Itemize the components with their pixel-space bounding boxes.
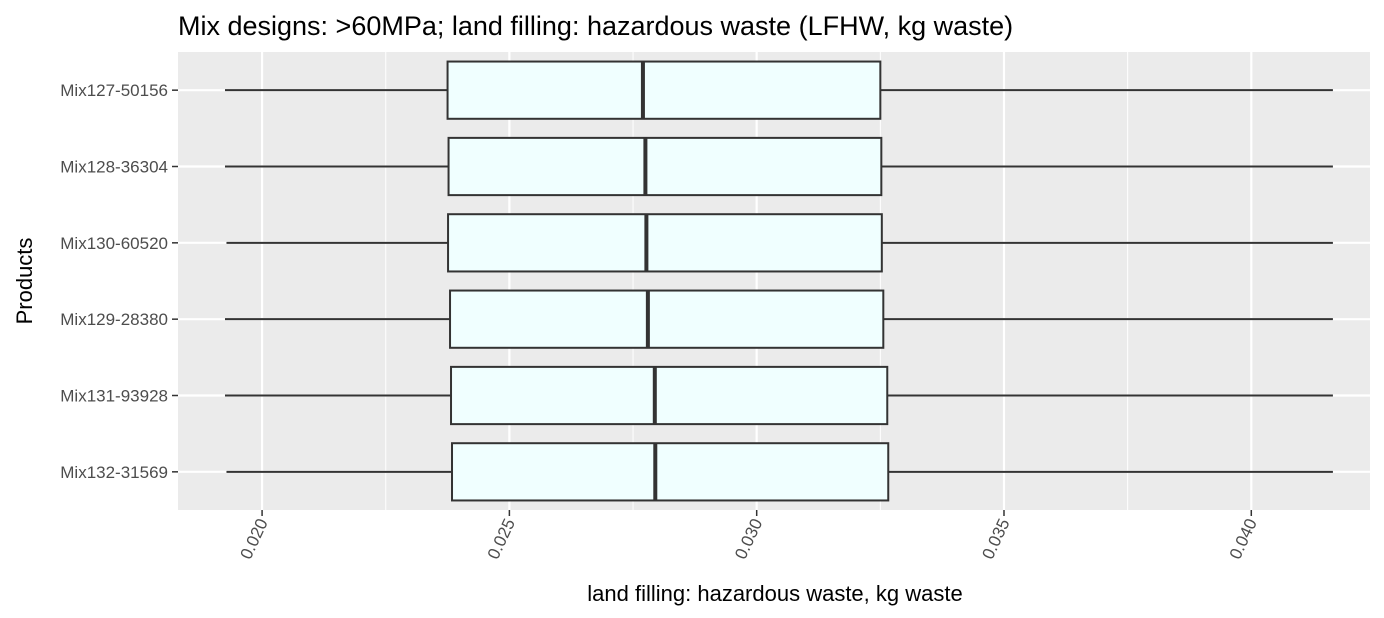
box-series <box>224 60 1333 502</box>
plot-panel <box>178 52 1370 510</box>
y-tick-label: Mix131-93928 <box>60 387 168 406</box>
y-tick-label: Mix132-31569 <box>60 463 168 482</box>
chart-title: Mix designs: >60MPa; land filling: hazar… <box>178 11 1013 41</box>
x-tick-label: 0.025 <box>484 516 519 563</box>
box-Mix129-28380 <box>224 289 1333 349</box>
y-tick-label: Mix130-60520 <box>60 234 168 253</box>
box-Mix130-60520 <box>226 213 1333 273</box>
iqr-box <box>450 365 889 426</box>
x-tick-label: 0.020 <box>237 516 272 563</box>
y-tick-label: Mix128-36304 <box>60 158 168 177</box>
y-tick-label: Mix129-28380 <box>60 310 168 329</box>
iqr-box <box>451 442 890 502</box>
y-axis-title: Products <box>12 238 37 325</box>
y-tick-label: Mix127-50156 <box>60 81 168 100</box>
x-tick-label: 0.030 <box>731 516 766 563</box>
box-Mix131-93928 <box>224 365 1333 426</box>
box-Mix127-50156 <box>224 60 1333 120</box>
iqr-box <box>446 60 882 120</box>
iqr-box <box>447 136 883 197</box>
box-Mix128-36304 <box>224 136 1333 197</box>
box-Mix132-31569 <box>226 442 1333 502</box>
x-axis-title: land filling: hazardous waste, kg waste <box>587 581 962 606</box>
iqr-box <box>447 213 883 273</box>
x-axis: 0.020 0.025 0.030 0.035 0.040 <box>237 510 1261 562</box>
y-axis: Mix127-50156 Mix128-36304 Mix130-60520 Mix1… <box>60 81 178 482</box>
x-tick-label: 0.040 <box>1226 516 1261 563</box>
iqr-box <box>449 289 885 349</box>
x-tick-label: 0.035 <box>978 516 1013 563</box>
